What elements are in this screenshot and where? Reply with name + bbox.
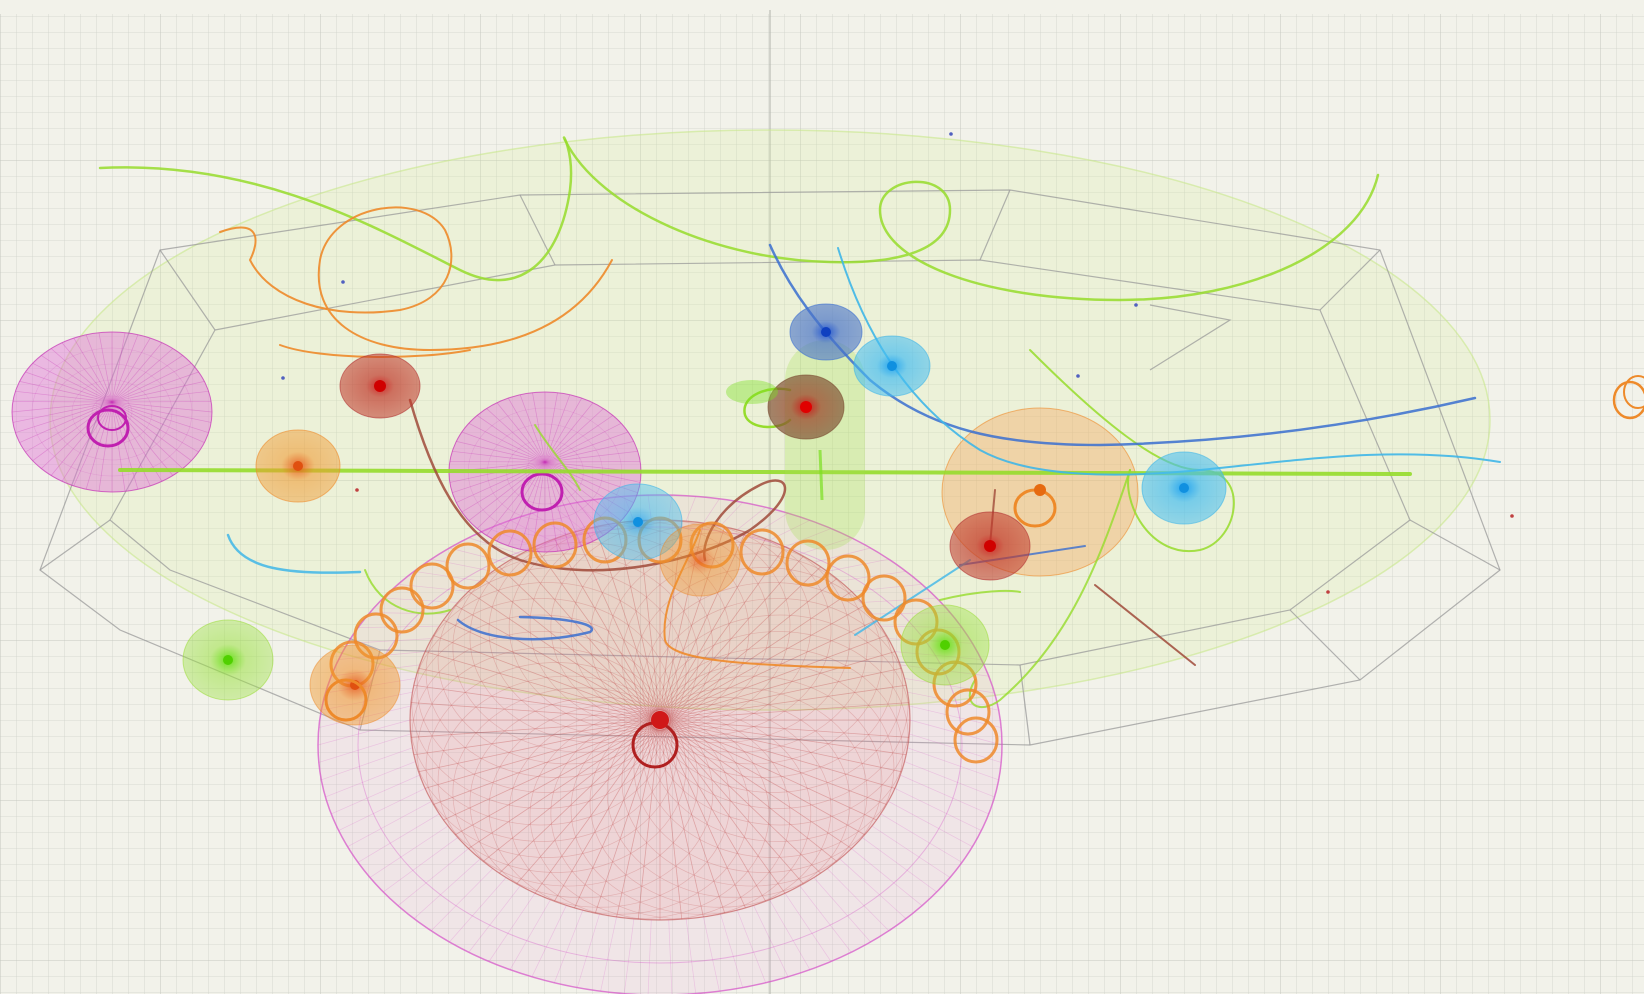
- orbit-plane: [49, 129, 1491, 711]
- magenta-disc-left: [11, 331, 213, 493]
- bodies: [182, 303, 1644, 726]
- trajectories: [98, 136, 1501, 709]
- particles: [281, 132, 1514, 594]
- central-sphere: [317, 494, 1003, 994]
